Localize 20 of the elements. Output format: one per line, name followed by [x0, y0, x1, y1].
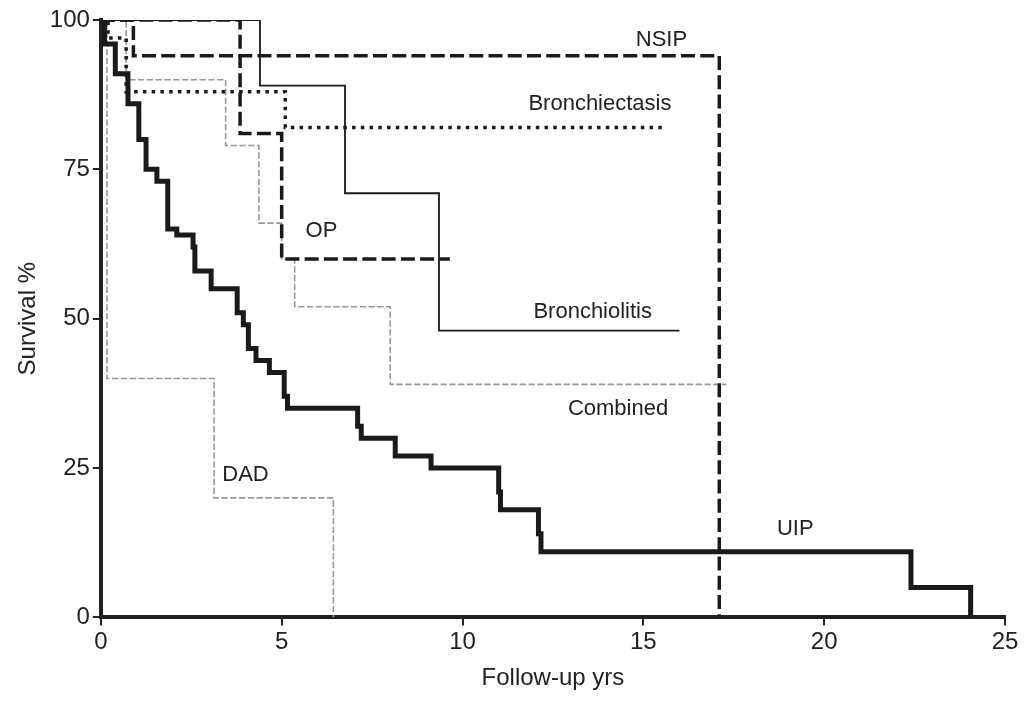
x-tick-label: 20 — [810, 627, 838, 655]
series-label: Bronchiectasis — [528, 90, 672, 116]
x-tick-label: 5 — [274, 627, 289, 655]
y-tick-label: 100 — [49, 4, 90, 32]
y-axis-title: Survival % — [13, 262, 41, 376]
x-tick-label: 0 — [94, 627, 108, 655]
y-tick-label: 50 — [63, 303, 90, 331]
x-tick-label: 10 — [449, 627, 476, 655]
y-tick-label: 25 — [63, 452, 90, 480]
y-tick-label: 0 — [76, 602, 90, 630]
series-label: DAD — [222, 460, 269, 486]
series-label: NSIP — [635, 26, 688, 52]
series-label: Bronchiolitis — [533, 298, 653, 324]
x-tick-label: 25 — [991, 627, 1019, 655]
y-tick-label: 75 — [63, 153, 90, 181]
x-tick-label: 15 — [629, 627, 657, 655]
series-label: OP — [305, 216, 338, 242]
series-label: Combined — [567, 394, 669, 420]
x-axis-title: Follow-up yrs — [481, 663, 625, 691]
series-label: UIP — [776, 515, 814, 541]
